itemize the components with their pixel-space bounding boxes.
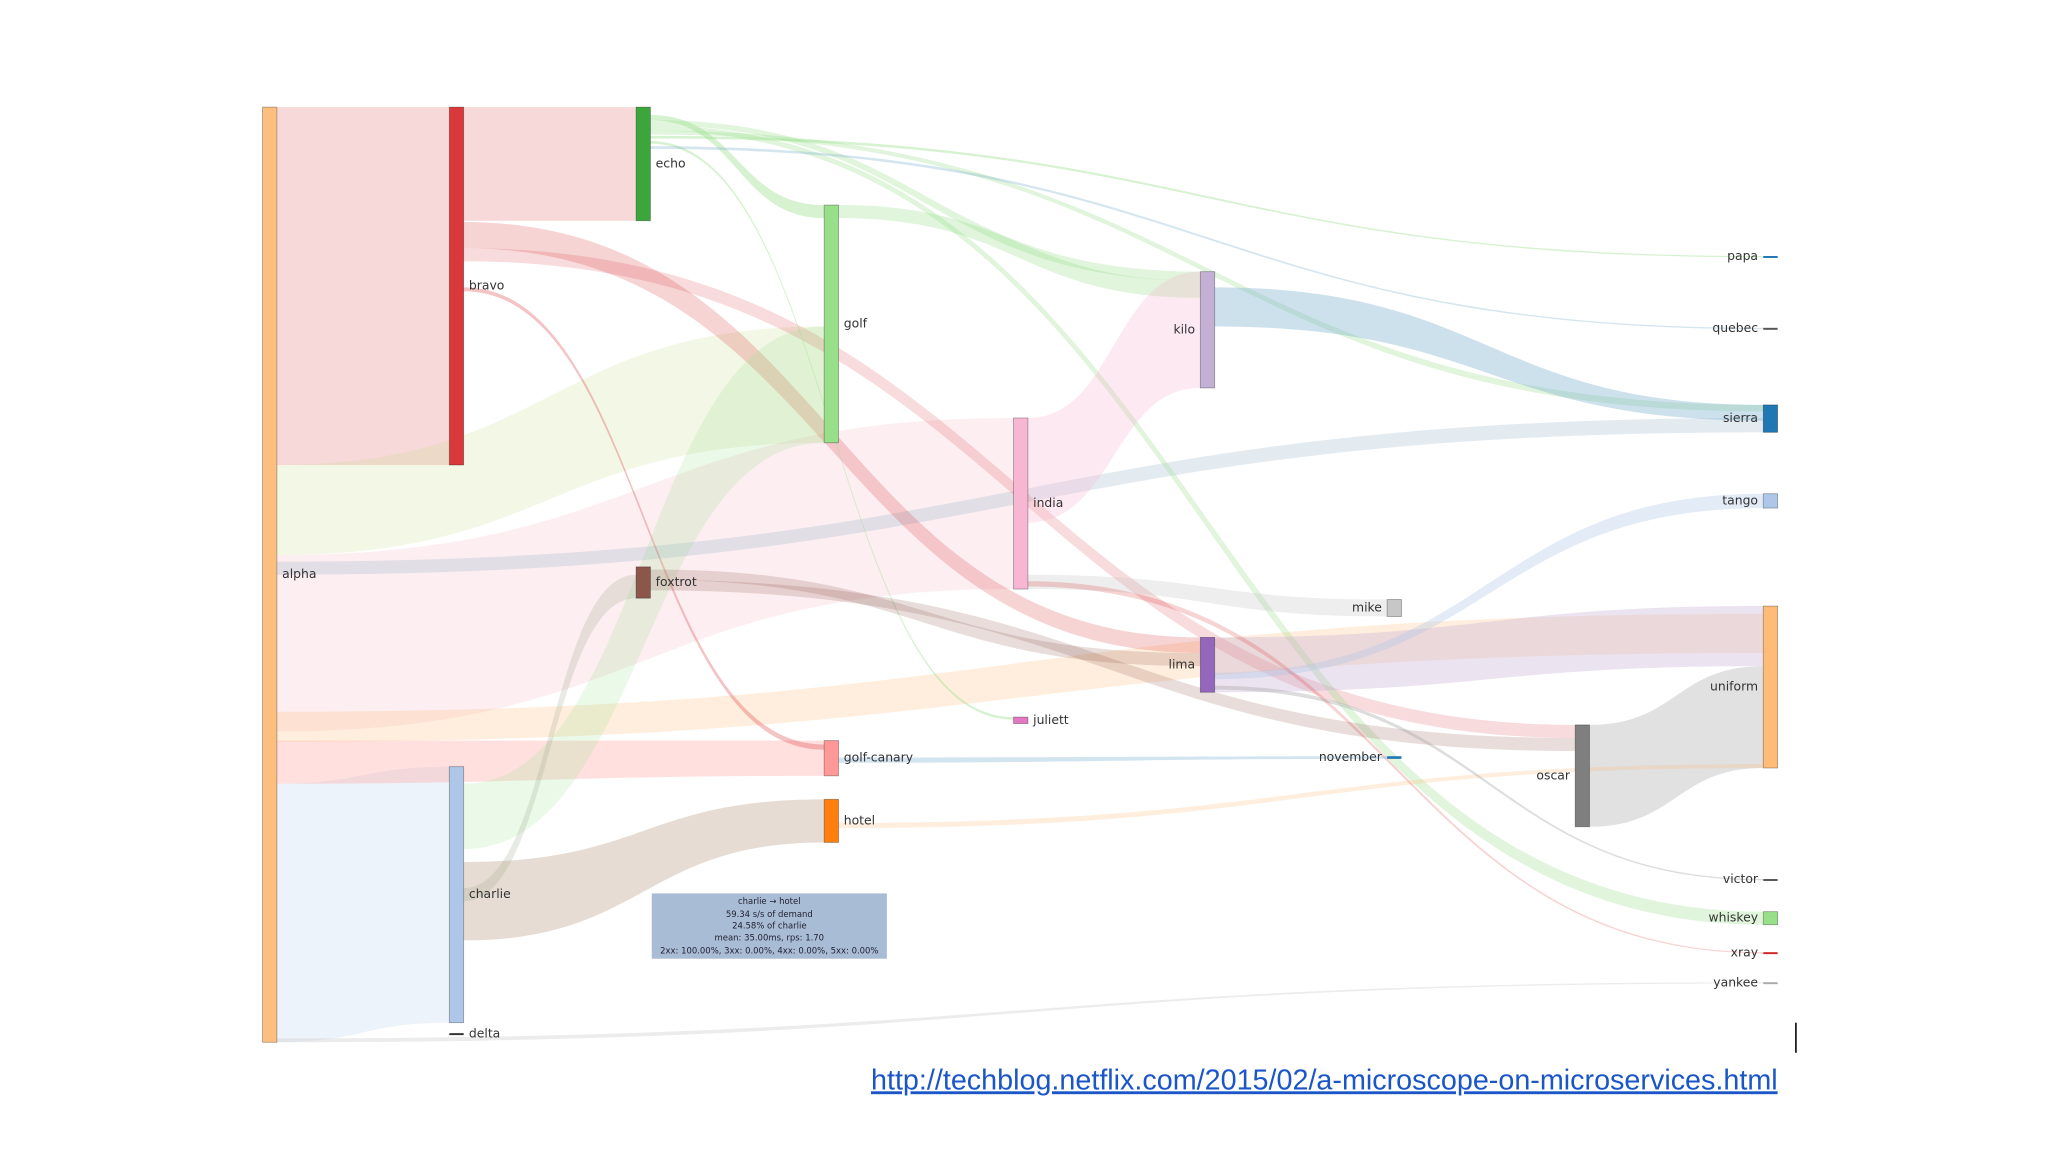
node-label: sierra [1723, 410, 1758, 425]
node-label: mike [1352, 600, 1382, 615]
flow [276, 766, 450, 1043]
tooltip-box [651, 893, 887, 959]
flow [463, 107, 637, 221]
tooltip: charlie → hotel 59.34 s/s of demand 24.5… [651, 893, 887, 959]
flow [276, 982, 1764, 1043]
flow [838, 756, 1388, 763]
node [262, 106, 278, 1043]
node [1763, 879, 1778, 881]
node-label: quebec [1712, 320, 1758, 335]
flow [1214, 606, 1764, 693]
tooltip-line: 2xx: 100.00%, 3xx: 0.00%, 4xx: 0.00%, 5x… [660, 945, 878, 955]
node-label: oscar [1536, 767, 1570, 782]
node [1387, 756, 1402, 759]
node-label: india [1033, 495, 1063, 510]
node [823, 204, 839, 444]
flow [276, 740, 825, 784]
flow [650, 114, 825, 219]
node [1199, 636, 1216, 693]
node-label: yankee [1713, 974, 1758, 989]
nodes: alpha bravo charlie delta echo foxtrot golf gol… [262, 106, 1779, 1043]
node [1013, 716, 1029, 724]
flow [650, 135, 1764, 258]
node-label: charlie [469, 886, 511, 901]
tooltip-line: 59.34 s/s of demand [726, 909, 813, 919]
node-label: victor [1723, 871, 1759, 886]
flow [1027, 574, 1388, 617]
node-label: uniform [1710, 679, 1758, 694]
node-label: foxtrot [656, 574, 697, 589]
node-label: golf [844, 315, 868, 330]
node [1386, 599, 1402, 617]
node [1763, 327, 1778, 330]
flow [1589, 666, 1764, 827]
node [1762, 911, 1779, 926]
node [448, 106, 465, 466]
flow [463, 799, 825, 941]
node-label: kilo [1173, 321, 1195, 336]
flow [463, 574, 637, 902]
node [635, 106, 651, 222]
node [1762, 493, 1779, 509]
node-label: tango [1722, 492, 1758, 507]
flow [650, 125, 1764, 925]
node [1762, 404, 1779, 433]
node [1763, 982, 1778, 985]
node-label: bravo [469, 278, 504, 293]
flow [1214, 287, 1764, 421]
node [1574, 724, 1590, 828]
tooltip-line: mean: 35.00ms, rps: 1.70 [715, 932, 825, 942]
node-label: lima [1169, 656, 1196, 671]
flow [838, 764, 1764, 829]
node [1199, 271, 1216, 389]
flow [650, 146, 1764, 330]
flow [1027, 271, 1201, 523]
node [448, 766, 465, 1024]
flow [650, 579, 1576, 752]
node-label: echo [656, 155, 686, 170]
flow [650, 569, 1201, 667]
source-link[interactable]: http://techblog.netflix.com/2015/02/a-mi… [871, 1064, 1778, 1096]
flow [650, 120, 1201, 281]
node-label: hotel [844, 812, 875, 827]
tooltip-line: charlie → hotel [738, 896, 801, 906]
node [1762, 605, 1779, 769]
node-label: delta [469, 1025, 500, 1040]
node [823, 740, 839, 777]
tooltip-line: 24.58% of charlie [732, 921, 806, 931]
flow [1214, 493, 1764, 680]
node [1013, 417, 1029, 590]
flow [463, 287, 825, 750]
flow [838, 205, 1201, 298]
flow [1214, 685, 1764, 881]
node [1763, 952, 1778, 955]
node-label: november [1319, 749, 1383, 764]
node-label: juliett [1032, 712, 1069, 727]
node [449, 1033, 464, 1036]
flow [650, 130, 1764, 412]
node [1763, 256, 1778, 258]
node-label: whiskey [1708, 910, 1758, 925]
flow [276, 326, 825, 556]
flow [1027, 581, 1764, 954]
node-label: papa [1727, 248, 1758, 263]
node-label: xray [1731, 944, 1758, 959]
flow [276, 107, 450, 465]
node-label: alpha [282, 566, 316, 581]
node [635, 566, 651, 599]
flow [276, 613, 1764, 742]
node [823, 798, 839, 843]
node-label: golf-canary [844, 750, 913, 765]
